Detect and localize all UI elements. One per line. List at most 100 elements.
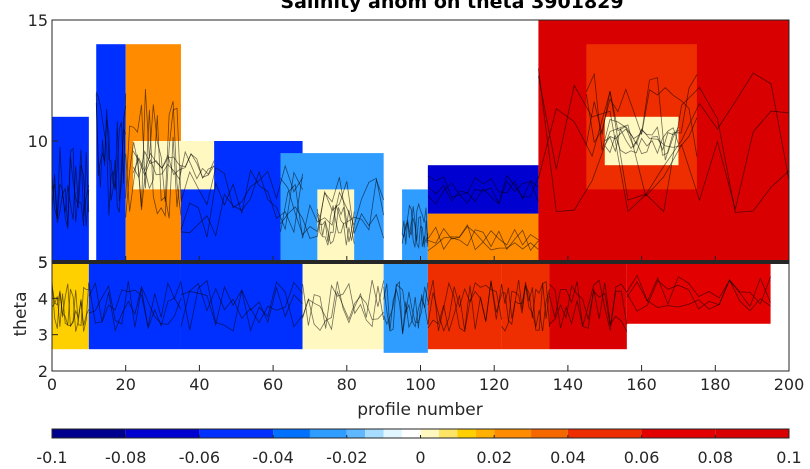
xtick-label-0: 0 — [47, 375, 57, 394]
upper-contour-1-1 — [95, 93, 127, 202]
upper-contour-7-1 — [401, 202, 429, 248]
upper-contour-5-1 — [280, 177, 385, 239]
xtick-label-80: 80 — [337, 375, 357, 394]
colorbar-segment-5 — [346, 429, 366, 438]
lower-contour-0-2 — [51, 282, 90, 332]
xtick-label-100: 100 — [405, 375, 436, 394]
xtick-label-20: 20 — [116, 375, 136, 394]
colorbar-tick-label-9: 0.08 — [697, 448, 733, 467]
upper-ytick-label-10: 10 — [28, 132, 48, 151]
lower-ytick-label-3: 3 — [38, 326, 48, 345]
upper-panel-cell-12 — [604, 116, 679, 166]
colorbar-tick-label-10: 0.1 — [776, 448, 801, 467]
x-axis-label: profile number — [357, 400, 482, 420]
xtick-label-180: 180 — [700, 375, 731, 394]
colorbar-tick-label-2: -0.06 — [179, 448, 220, 467]
colorbar-segment-9 — [420, 429, 439, 438]
lower-contour-1-1 — [88, 280, 182, 327]
upper-ytick-label-15: 15 — [28, 11, 48, 30]
upper-contour-10-0 — [538, 86, 790, 213]
upper-contour-8-2 — [427, 226, 539, 252]
upper-contour-2-0 — [125, 88, 182, 218]
colorbar-segment-17 — [715, 429, 789, 438]
lower-contour-2-1 — [180, 281, 303, 327]
colorbar-segment-3 — [273, 429, 310, 438]
lower-contour-5-0 — [427, 282, 502, 332]
xtick-label-160: 160 — [626, 375, 657, 394]
colorbar-segment-12 — [475, 429, 495, 438]
colorbar-tick-label-6: 0.02 — [476, 448, 512, 467]
colorbar-segment-11 — [457, 429, 476, 438]
colorbar-segment-13 — [494, 429, 532, 438]
upper-contour-4-2 — [132, 152, 215, 178]
contour-lines — [51, 68, 790, 335]
colorbar-tick-label-4: -0.02 — [326, 448, 367, 467]
lower-contour-7-2 — [549, 284, 628, 327]
xtick-label-120: 120 — [479, 375, 510, 394]
lower-panel-cell-0 — [52, 262, 89, 350]
colorbar-segment-2 — [199, 429, 274, 438]
upper-panel-cell-0 — [52, 116, 89, 262]
lower-contour-5-2 — [427, 280, 502, 332]
upper-contour-1-2 — [95, 91, 127, 216]
xtick-label-140: 140 — [553, 375, 584, 394]
colorbar-segment-16 — [641, 429, 716, 438]
lower-contour-8-1 — [626, 279, 771, 312]
colorbar-segment-6 — [365, 429, 384, 438]
lower-contour-0-0 — [51, 280, 89, 329]
upper-contour-9-2 — [427, 174, 539, 205]
colorbar-segment-1 — [125, 429, 200, 438]
upper-contour-2-2 — [125, 115, 182, 219]
lower-ytick-label-2: 2 — [38, 362, 48, 381]
colorbar-tick-label-8: 0.06 — [624, 448, 660, 467]
colorbar-segment-7 — [383, 429, 403, 438]
upper-ytick-label-5: 5 — [38, 253, 48, 272]
upper-contour-1-0 — [95, 102, 127, 213]
colorbar-tick-label-7: 0.04 — [550, 448, 586, 467]
upper-contour-8-1 — [427, 225, 539, 246]
lower-contour-3-0 — [302, 290, 385, 331]
colorbar-segment-10 — [438, 429, 458, 438]
lower-panel-field — [52, 262, 771, 353]
colorbar-tick-label-3: -0.04 — [252, 448, 293, 467]
lower-contour-4-2 — [383, 283, 429, 332]
upper-contour-10-1 — [538, 68, 790, 212]
lower-panel-cell-6 — [501, 262, 550, 350]
upper-contour-12-2 — [604, 126, 679, 157]
upper-contour-9-0 — [427, 180, 539, 205]
upper-contour-3-0 — [180, 169, 303, 238]
colorbar-segment-4 — [309, 429, 347, 438]
colorbar-segment-8 — [402, 429, 421, 438]
colorbar-tick-label-1: -0.08 — [105, 448, 146, 467]
upper-contour-3-2 — [180, 164, 303, 209]
xtick-label-60: 60 — [263, 375, 283, 394]
upper-contour-0-2 — [51, 147, 90, 227]
colorbar-segment-15 — [567, 429, 642, 438]
lower-contour-1-0 — [88, 280, 182, 330]
lower-contour-6-0 — [501, 279, 550, 331]
upper-contour-7-2 — [401, 206, 429, 247]
upper-contour-0-1 — [51, 147, 90, 229]
upper-contour-6-1 — [316, 207, 355, 245]
lower-contour-2-2 — [180, 280, 303, 332]
xtick-label-200: 200 — [774, 375, 805, 394]
upper-contour-6-2 — [316, 204, 355, 246]
lower-contour-1-2 — [88, 281, 182, 332]
xtick-label-40: 40 — [189, 375, 209, 394]
lower-contour-8-0 — [626, 276, 771, 308]
colorbar-tick-label-0: -0.1 — [36, 448, 67, 467]
y-axis-label: theta — [11, 292, 31, 337]
upper-contour-11-2 — [585, 72, 698, 151]
colorbar-tick-label-5: 0 — [415, 448, 425, 467]
chart-title: Salinity anom on theta 3901829 — [280, 0, 623, 13]
upper-contour-10-2 — [538, 72, 790, 213]
colorbar-segment-14 — [531, 429, 568, 438]
upper-contour-12-1 — [604, 127, 679, 155]
upper-contour-12-0 — [604, 127, 679, 155]
lower-contour-2-0 — [180, 285, 303, 327]
lower-ytick-label-5: 5 — [38, 253, 48, 272]
lower-panel-cell-8 — [626, 262, 771, 324]
lower-panel-cell-4 — [383, 262, 428, 353]
